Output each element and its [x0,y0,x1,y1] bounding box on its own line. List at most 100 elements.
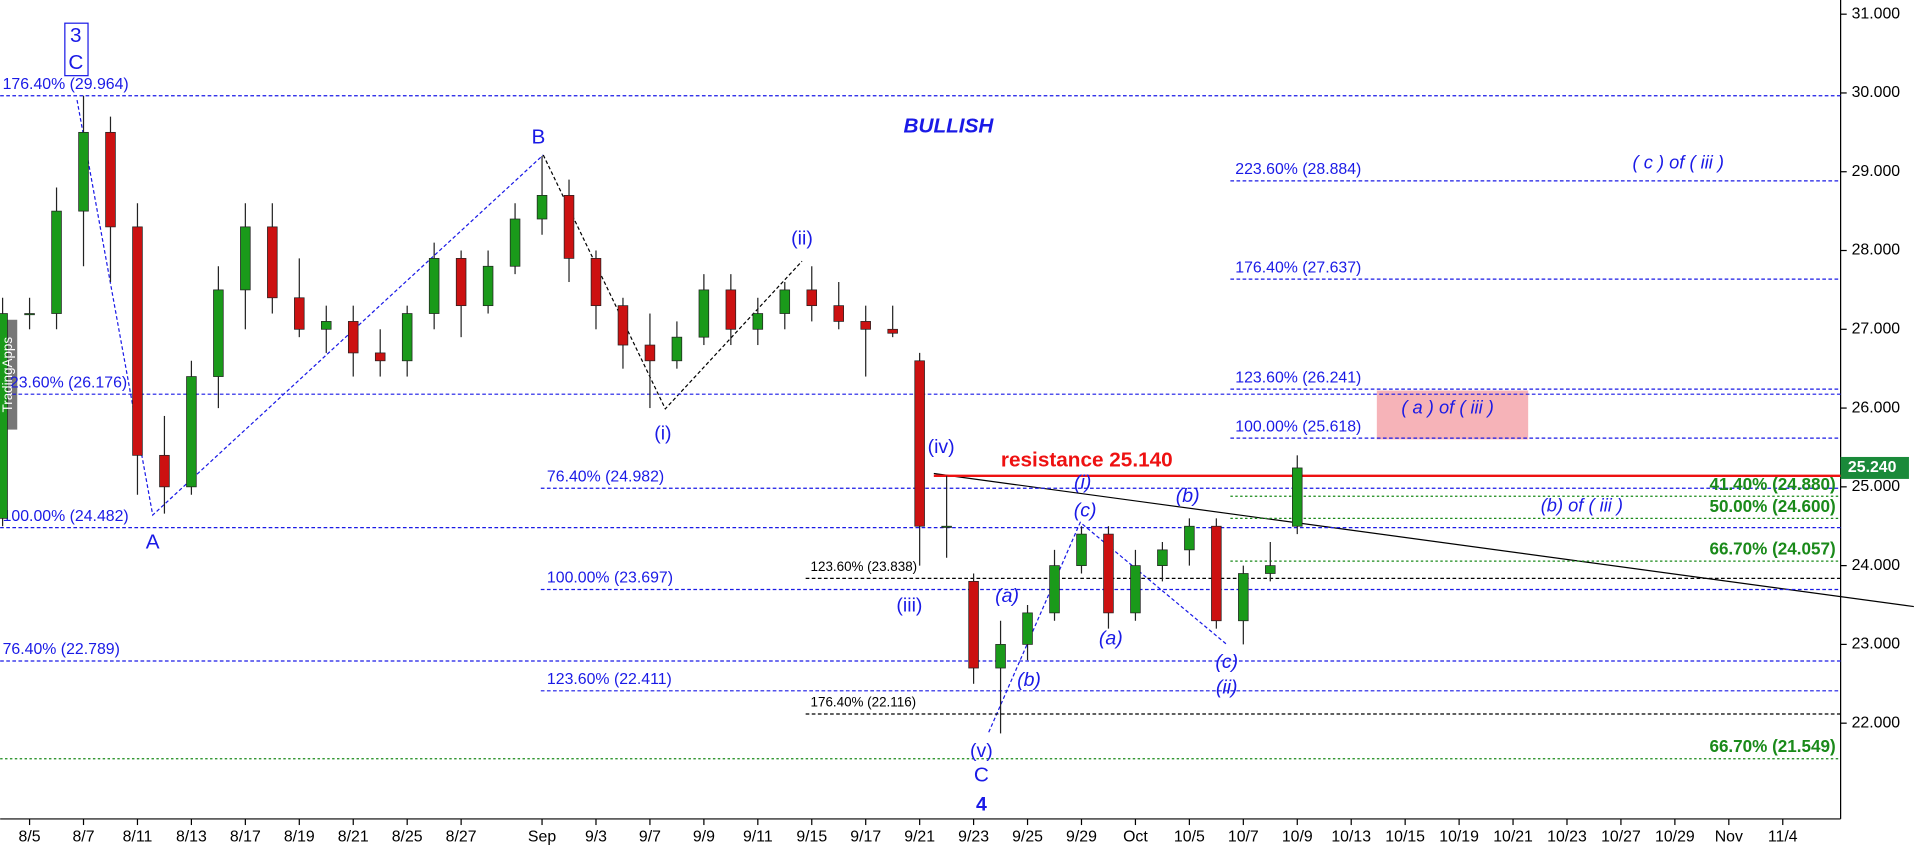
wave-line [988,521,1228,733]
x-tick-label: 8/21 [338,828,369,845]
fib-label: 23.60% (26.176) [10,374,127,391]
wave-annotation: (iii) [896,595,922,617]
x-tick-label: 9/21 [904,828,935,845]
fib-label: 123.60% (22.411) [547,671,672,688]
fib-label: 100.00% (24.482) [3,508,129,525]
x-tick-label: 8/25 [392,828,423,845]
candle-body [1049,565,1060,614]
fib-label: 100.00% (23.697) [547,570,673,587]
x-tick-label: 8/13 [176,828,207,845]
candle-body [51,210,62,314]
x-tick-label: 9/9 [693,828,715,845]
x-tick-label: 10/9 [1282,828,1313,845]
candle-body [617,305,629,346]
candle-body [563,195,575,259]
x-tick-label: 9/3 [585,828,607,845]
candle-body [1184,525,1195,551]
x-tick-label: 8/7 [72,828,94,845]
wave-annotation: (ii) [1216,676,1238,698]
wave-line [76,99,544,517]
x-tick-label: 10/27 [1601,828,1641,845]
wave-annotation: (ii) [791,227,813,249]
x-tick-label: 9/15 [796,828,827,845]
x-tick-label: 9/17 [850,828,881,845]
resistance-label: resistance 25.140 [1001,449,1173,472]
x-tick-label: 9/7 [639,828,661,845]
fib-label: 123.60% (23.838) [811,559,918,574]
candle-body [914,360,925,527]
x-tick-label: 9/23 [958,828,989,845]
wave-annotation: (iv) [928,436,955,458]
candle-body [482,265,494,307]
candle-body [725,289,737,330]
candle-body [1076,533,1087,566]
x-tick-label: 10/7 [1228,828,1259,845]
wave-annotation: C [68,51,83,74]
wave-annotation: B [531,125,545,148]
fib-label: 66.70% (24.057) [1709,540,1835,559]
wave-box [64,22,89,77]
wave-annotation: (a) [1099,628,1123,650]
wave-annotation: 4 [976,794,987,816]
wave-annotation: (v) [970,740,993,762]
candle-body [401,313,413,362]
wave-annotation: A [146,531,160,554]
fib-label: 176.40% (22.116) [811,695,917,710]
y-tick-label: 23.000 [1852,636,1901,653]
candle-body [267,226,278,299]
candle-body [374,352,386,362]
fib-label: 100.00% (25.618) [1235,418,1361,435]
candle-body [455,258,467,307]
x-tick-label: 8/5 [19,828,41,845]
price-marker [1840,456,1909,479]
x-tick-label: 8/19 [284,828,315,845]
candle-body [995,644,1006,669]
candle-body [887,328,898,334]
fib-label: 176.40% (29.964) [3,76,129,93]
candle-body [186,376,197,488]
candle-body [860,321,871,330]
wave-line [542,154,803,410]
y-tick-label: 29.000 [1852,163,1901,180]
y-tick-label: 28.000 [1852,242,1901,259]
wave-annotation: ( a ) of ( iii ) [1401,397,1494,418]
wave-annotation: (b) [1176,485,1200,507]
candle-body [0,313,8,519]
candle-body [347,321,359,354]
wave-annotation: (i) [1074,471,1091,493]
x-tick-label: Nov [1715,828,1743,845]
wave-annotation: (a) [995,585,1019,607]
x-tick-label: 8/11 [123,828,153,845]
wave-annotation: (c) [1215,651,1238,673]
x-tick-label: 8/27 [446,828,477,845]
candle-body [1292,467,1303,527]
candle-body [240,226,251,291]
candle-body [213,289,224,377]
candle-body [968,581,979,669]
wave-annotation: ( c ) of ( iii ) [1633,151,1724,172]
candle-body [509,218,521,267]
wave-annotation: BULLISH [904,114,995,137]
fib-label: 223.60% (28.884) [1235,161,1361,178]
candle-body [1022,612,1033,645]
candle-body [294,297,305,330]
x-tick-label: 10/21 [1493,828,1533,845]
wave-annotation: (c) [1074,500,1097,522]
wave-annotation: 3 [70,24,82,47]
candle-body [1211,525,1222,622]
candle-body [1157,549,1168,566]
candle-body [1265,565,1276,574]
fib-label: 50.00% (24.600) [1709,497,1835,516]
candle-body [105,131,116,228]
target-box [1376,390,1529,440]
candle-body [698,289,710,338]
candle-body [132,226,143,456]
x-tick-label: 9/11 [743,828,773,845]
candle-body [833,305,844,322]
x-tick-label: 9/29 [1066,828,1097,845]
x-tick-label: 11/4 [1768,828,1798,845]
candle-body [590,258,602,307]
